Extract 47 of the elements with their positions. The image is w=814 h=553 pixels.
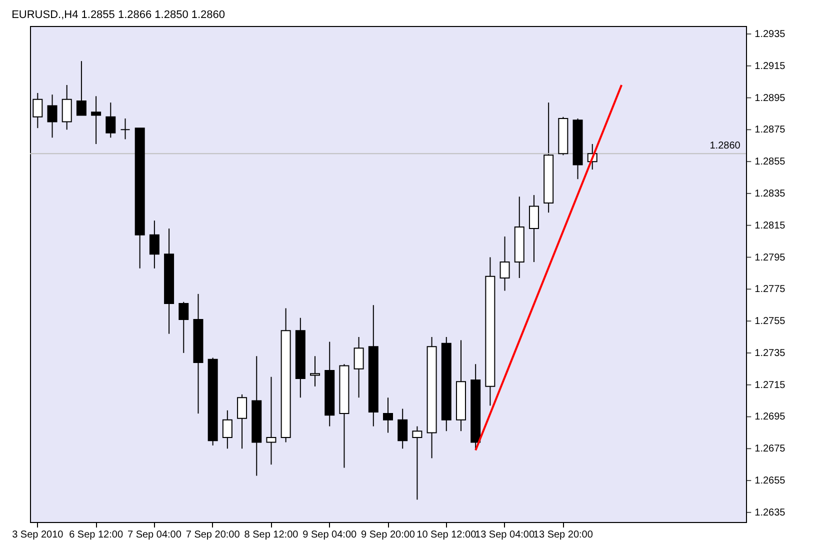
candlestick <box>120 118 130 140</box>
candlestick <box>500 236 510 292</box>
candlestick <box>266 376 276 466</box>
y-tick-label: 1.2935 <box>754 28 786 40</box>
candlestick <box>528 194 539 263</box>
x-tick-label: 9 Sep 20:00 <box>361 530 416 540</box>
candlestick <box>383 397 393 434</box>
y-tick-label: 1.2675 <box>754 444 786 455</box>
y-tick-label: 1.2655 <box>754 476 786 487</box>
y-tick-label: 1.2875 <box>754 124 786 136</box>
candlestick <box>398 408 408 450</box>
x-tick-label: 9 Sep 04:00 <box>302 530 358 540</box>
candlestick <box>412 426 422 500</box>
candlestick <box>106 102 116 138</box>
candlestick <box>178 301 189 354</box>
candlestick <box>310 356 320 387</box>
y-tick-label: 1.2695 <box>754 412 786 423</box>
x-tick-label: 3 Sep 2010 <box>12 530 64 540</box>
ref-line-label: 1.2860 <box>710 140 741 152</box>
x-tick-label: 13 Sep 20:00 <box>533 530 594 540</box>
candlestick <box>62 84 72 130</box>
y-tick-label: 1.2635 <box>754 507 786 518</box>
y-tick-label: 1.2775 <box>754 284 786 296</box>
x-tick-label: 13 Sep 04:00 <box>475 530 535 540</box>
y-tick-label: 1.2895 <box>754 92 786 104</box>
y-tick-label: 1.2755 <box>754 316 786 328</box>
x-tick-label: 8 Sep 12:00 <box>244 530 299 540</box>
y-tick-label: 1.2855 <box>754 156 786 168</box>
candlestick <box>47 94 58 138</box>
y-tick-label: 1.2735 <box>754 348 786 359</box>
x-tick-label: 6 Sep 12:00 <box>69 530 124 540</box>
y-tick-label: 1.2915 <box>754 60 786 72</box>
candlestick <box>32 92 43 129</box>
candlestick <box>91 96 102 145</box>
candlestick <box>222 410 232 450</box>
candlestick <box>76 60 86 116</box>
y-tick-label: 1.2715 <box>754 380 786 391</box>
candlestick <box>237 394 248 450</box>
candlestick <box>354 336 364 398</box>
x-tick-label: 7 Sep 20:00 <box>186 530 240 540</box>
y-tick-label: 1.2795 <box>754 252 786 264</box>
x-tick-label: 10 Sep 12:00 <box>416 530 477 540</box>
x-tick-label: 7 Sep 04:00 <box>127 530 182 540</box>
y-tick-label: 1.2815 <box>754 220 786 232</box>
chart-title: EURUSD.,H4 1.2855 1.2866 1.2850 1.2860 <box>12 9 226 21</box>
candlestick <box>149 220 160 269</box>
y-tick-label: 1.2835 <box>754 188 786 200</box>
